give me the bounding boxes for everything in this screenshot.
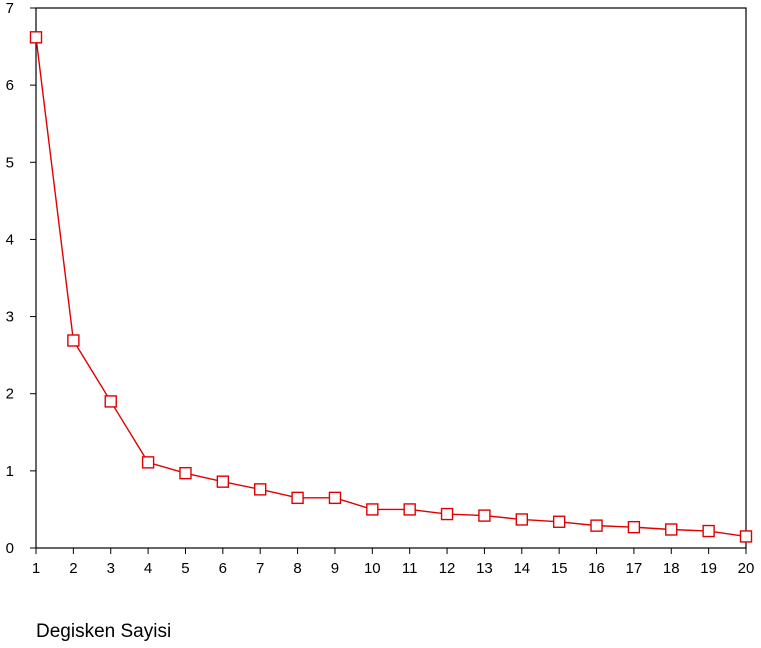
data-point-marker — [552, 515, 566, 528]
x-tick-label: 20 — [738, 560, 755, 577]
data-point-marker — [29, 31, 43, 44]
data-point-marker — [515, 513, 528, 526]
data-point-marker — [440, 507, 454, 521]
data-point-marker — [627, 520, 641, 534]
data-point-marker — [702, 524, 715, 538]
series-line — [35, 37, 747, 538]
data-point-marker — [67, 334, 80, 347]
x-tick-label: 5 — [181, 560, 189, 577]
x-tick-label: 2 — [69, 560, 77, 577]
x-tick-label: 14 — [513, 560, 530, 577]
y-tick-label: 3 — [6, 309, 14, 326]
y-tick-label: 7 — [6, 0, 14, 17]
x-tick-label: 17 — [626, 560, 643, 577]
data-point-marker — [254, 483, 267, 496]
data-point-marker — [179, 466, 192, 480]
y-tick-label: 2 — [6, 386, 14, 403]
x-tick-label: 19 — [700, 560, 717, 577]
x-tick-label: 4 — [144, 560, 152, 577]
series-line-layer — [35, 37, 747, 538]
x-tick-label: 8 — [293, 560, 301, 577]
y-tick-label: 0 — [6, 540, 14, 557]
data-point-marker — [665, 523, 678, 536]
x-axis-title: Degisken Sayisi — [36, 621, 171, 642]
y-tick-label: 5 — [6, 154, 14, 171]
x-tick-label: 9 — [331, 560, 339, 577]
data-point-marker — [590, 519, 603, 532]
y-tick-label: 1 — [6, 463, 14, 480]
x-tick-label: 10 — [364, 560, 381, 577]
data-point-marker — [104, 395, 117, 408]
data-point-marker — [328, 491, 342, 505]
y-tick-label: 4 — [6, 231, 14, 248]
markers-layer — [29, 31, 753, 543]
x-tick-label: 7 — [256, 560, 264, 577]
data-point-marker — [403, 503, 416, 516]
data-point-marker — [141, 456, 155, 469]
x-tick-label: 18 — [663, 560, 680, 577]
data-point-marker — [216, 475, 230, 488]
x-tick-label: 13 — [476, 560, 493, 577]
x-tick-label: 12 — [439, 560, 456, 577]
x-tick-label: 16 — [588, 560, 605, 577]
x-tick-label: 6 — [219, 560, 227, 577]
data-point-marker — [739, 530, 753, 543]
x-tick-label: 15 — [551, 560, 568, 577]
y-tick-label: 6 — [6, 77, 14, 94]
x-tick-label: 11 — [402, 560, 418, 577]
data-point-marker — [478, 509, 491, 522]
data-point-marker — [366, 503, 379, 516]
x-tick-label: 1 — [32, 560, 40, 577]
axes-layer — [30, 7, 747, 554]
plot-frame — [35, 7, 747, 549]
data-point-marker — [291, 491, 304, 505]
x-tick-label: 3 — [107, 560, 115, 577]
